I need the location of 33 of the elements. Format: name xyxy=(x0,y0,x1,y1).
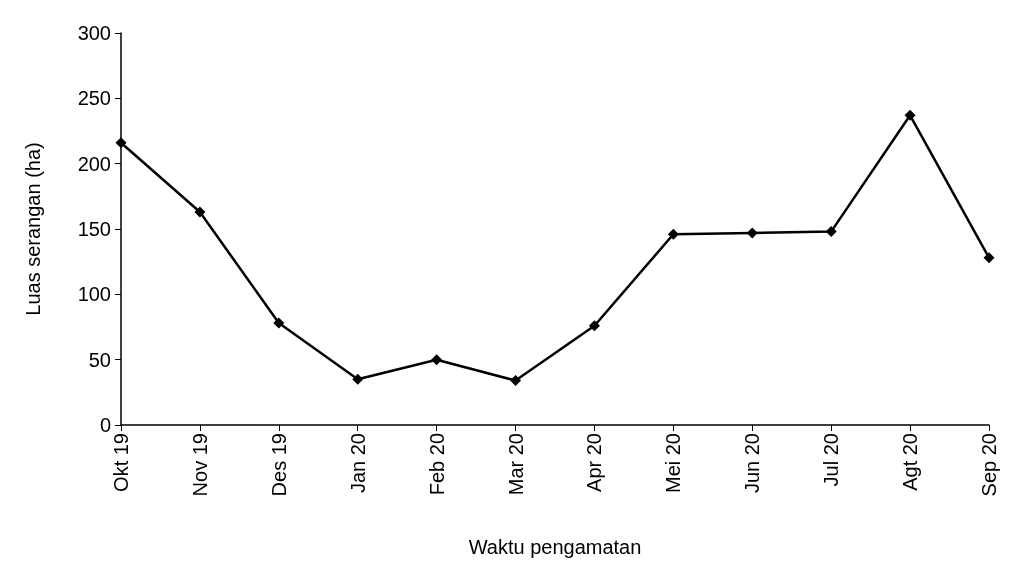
y-axis-title: Luas serangan (ha) xyxy=(22,142,44,316)
x-tick-label: Agt 20 xyxy=(899,433,922,491)
x-tick-label: Sep 20 xyxy=(978,433,1000,497)
point xyxy=(431,354,443,366)
x-tick-label: Nov 19 xyxy=(188,433,211,497)
point xyxy=(983,252,995,264)
point xyxy=(352,373,364,385)
point xyxy=(194,206,206,218)
x-tick-label: Mar 20 xyxy=(504,433,527,496)
y-tick-label: 250 xyxy=(77,87,111,110)
y-tick-label: 100 xyxy=(77,283,111,306)
y-tick-label: 200 xyxy=(77,152,111,175)
x-tick-label: Jan 20 xyxy=(346,433,369,494)
y-tick-label: 300 xyxy=(77,22,111,44)
point xyxy=(746,227,758,239)
x-tick-label: Mei 20 xyxy=(662,433,685,494)
x-tick-label: Feb 20 xyxy=(425,433,448,496)
y-tick-label: 150 xyxy=(77,218,111,240)
x-tick-label: Jul 20 xyxy=(820,433,843,487)
point xyxy=(273,317,285,329)
x-tick-label: Apr 20 xyxy=(583,433,606,492)
point xyxy=(825,226,837,238)
point xyxy=(115,137,127,149)
y-tick-label: 0 xyxy=(99,414,111,436)
x-tick-label: Des 19 xyxy=(267,433,290,497)
x-axis-title: Waktu pengamatan xyxy=(468,536,642,558)
point xyxy=(588,320,600,332)
y-tick-label: 50 xyxy=(88,348,111,371)
x-tick-label: Okt 19 xyxy=(110,433,132,492)
x-tick-label: Jun 20 xyxy=(741,433,764,494)
point xyxy=(904,109,916,121)
point xyxy=(510,375,522,387)
point xyxy=(667,228,679,240)
